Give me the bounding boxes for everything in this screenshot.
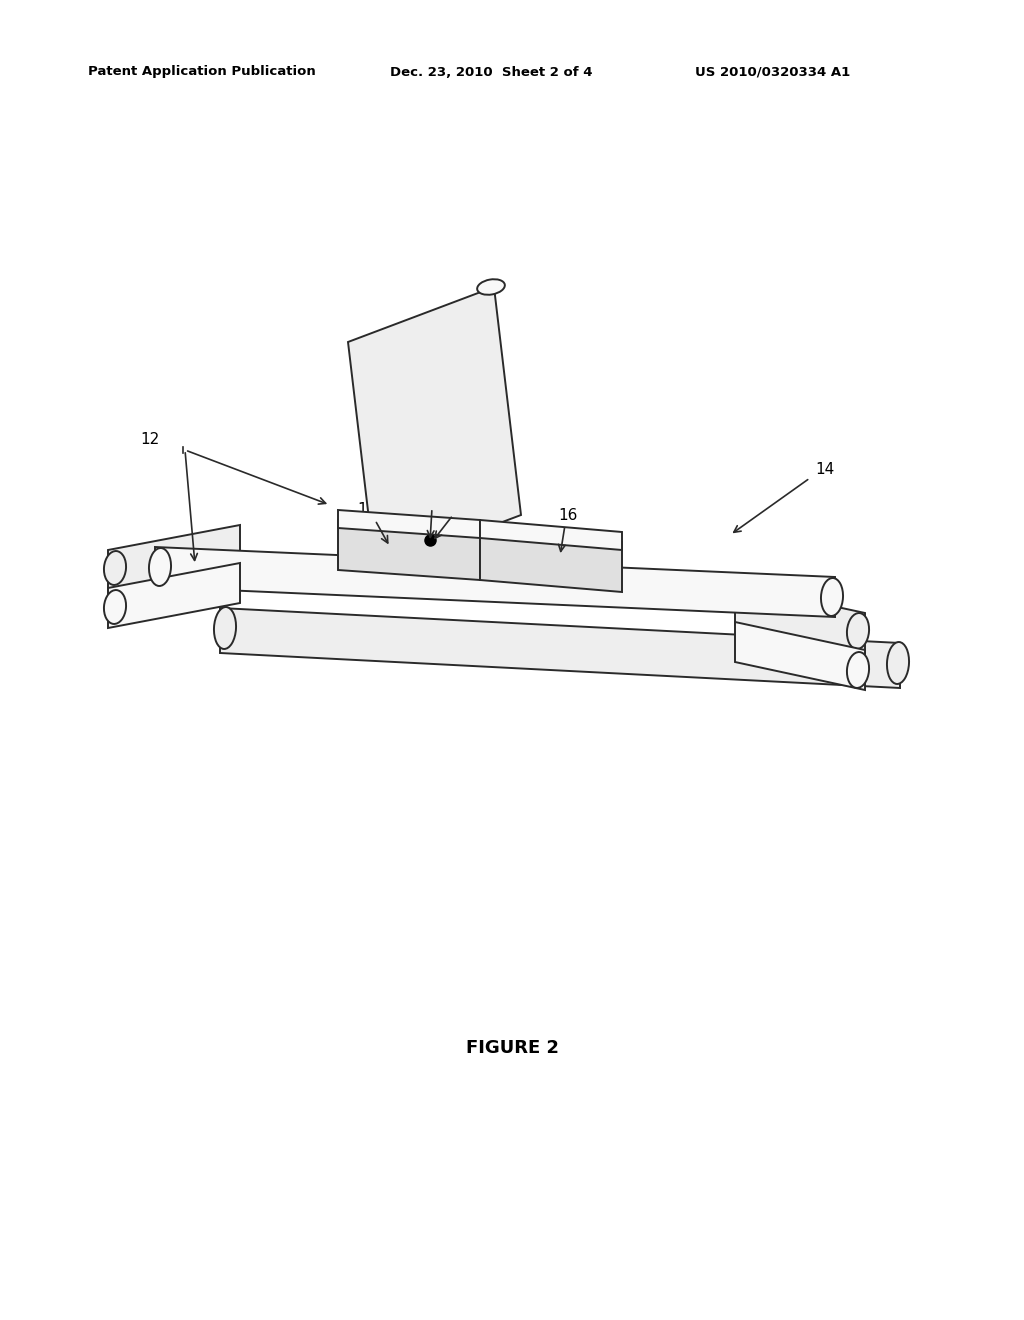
Text: Dec. 23, 2010  Sheet 2 of 4: Dec. 23, 2010 Sheet 2 of 4 xyxy=(390,66,593,78)
Polygon shape xyxy=(155,546,835,616)
Ellipse shape xyxy=(214,607,237,649)
Text: 16: 16 xyxy=(558,507,578,523)
Polygon shape xyxy=(108,564,240,628)
Ellipse shape xyxy=(821,578,843,616)
Polygon shape xyxy=(348,286,521,570)
Text: 14: 14 xyxy=(815,462,835,478)
Polygon shape xyxy=(338,520,480,579)
Text: 16: 16 xyxy=(357,503,377,517)
Ellipse shape xyxy=(477,280,505,294)
Text: Patent Application Publication: Patent Application Publication xyxy=(88,66,315,78)
Ellipse shape xyxy=(847,612,869,649)
Text: FIGURE 2: FIGURE 2 xyxy=(466,1039,558,1057)
Polygon shape xyxy=(338,510,480,539)
Text: 24: 24 xyxy=(451,498,470,512)
Ellipse shape xyxy=(104,590,126,624)
Polygon shape xyxy=(735,622,865,690)
Polygon shape xyxy=(735,585,865,653)
Polygon shape xyxy=(220,609,900,688)
Polygon shape xyxy=(480,531,622,591)
Ellipse shape xyxy=(847,652,869,688)
Polygon shape xyxy=(480,520,622,550)
Ellipse shape xyxy=(887,642,909,684)
Ellipse shape xyxy=(148,548,171,586)
Text: 12: 12 xyxy=(140,433,160,447)
Text: US 2010/0320334 A1: US 2010/0320334 A1 xyxy=(695,66,850,78)
Polygon shape xyxy=(108,525,240,590)
Text: 18: 18 xyxy=(427,491,446,506)
Ellipse shape xyxy=(104,550,126,585)
